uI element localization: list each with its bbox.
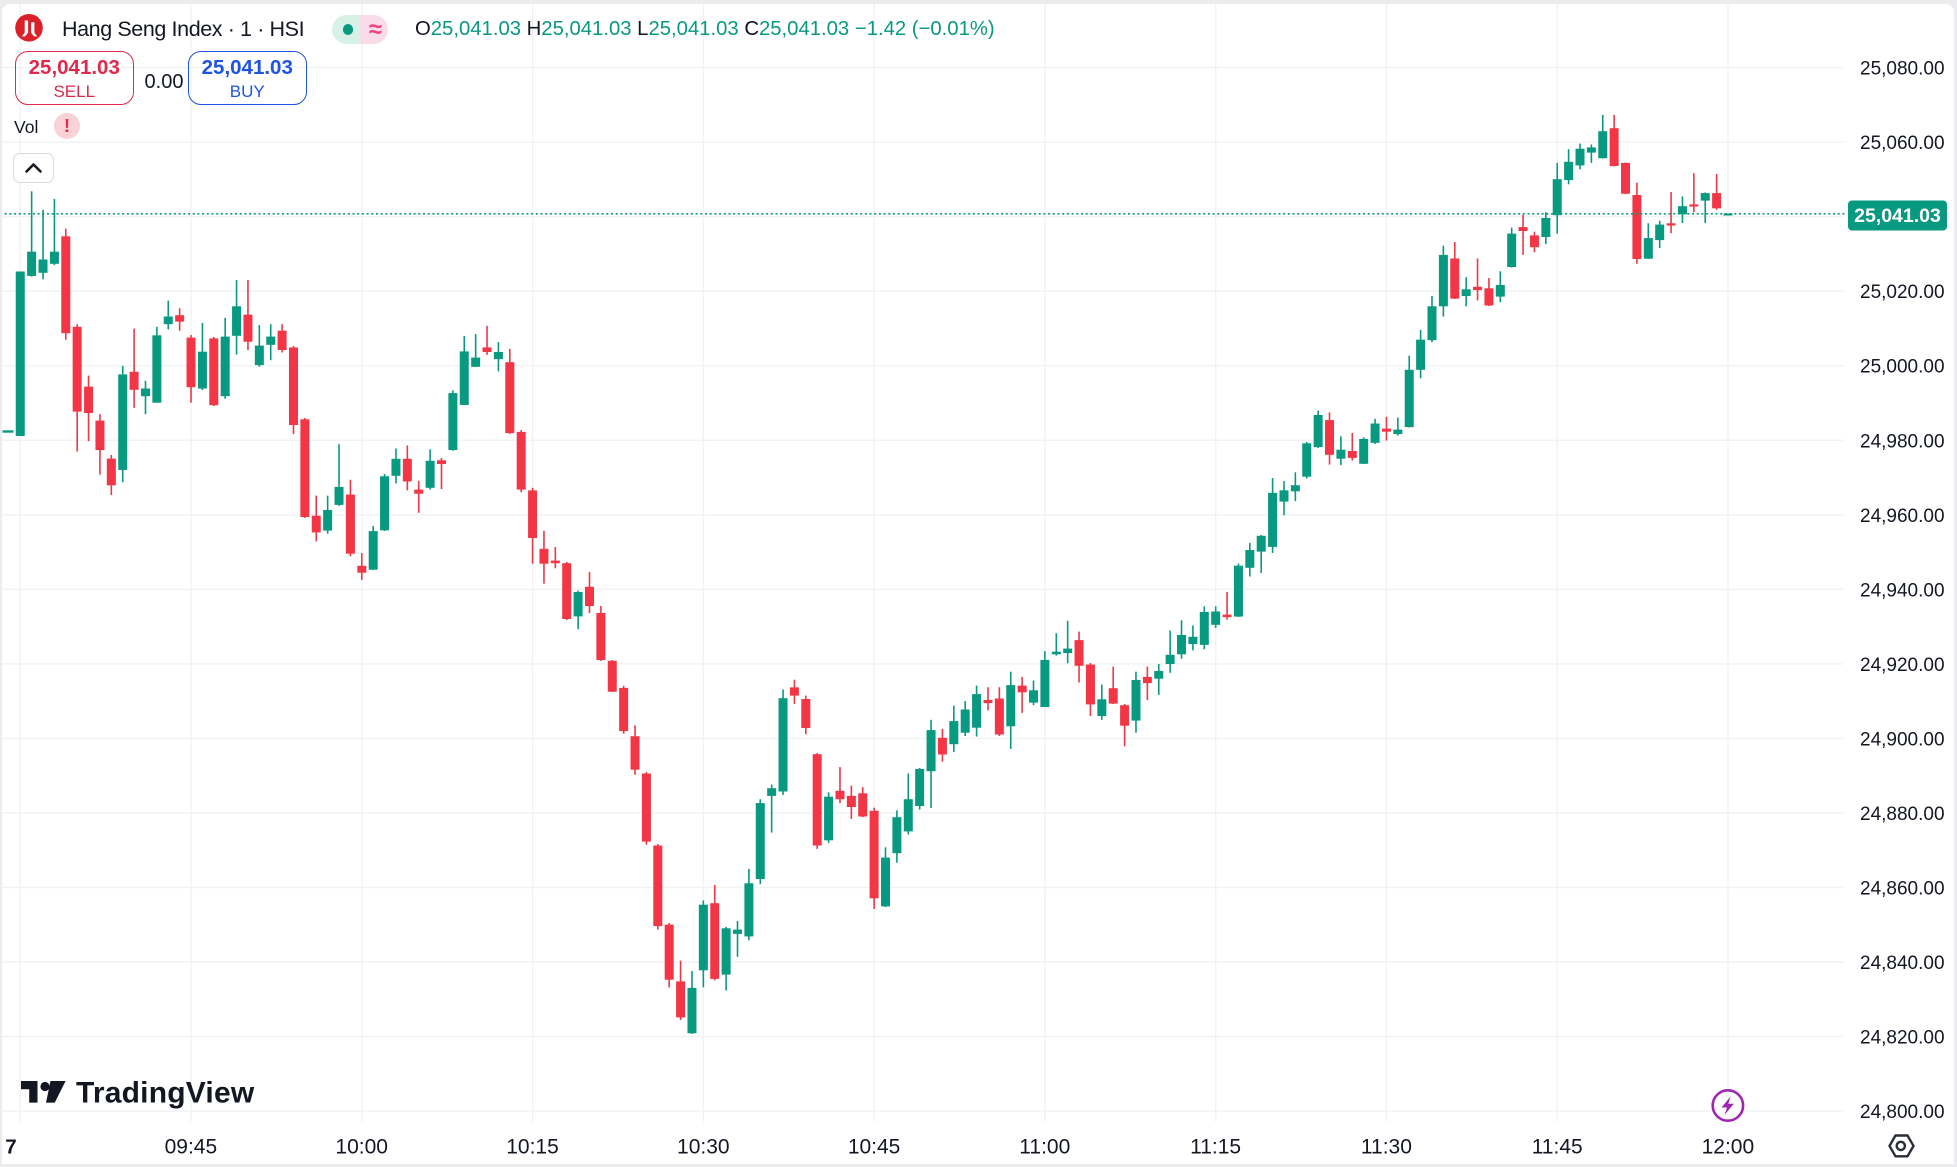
svg-text:12:00: 12:00 <box>1702 1136 1755 1159</box>
svg-text:24,800.00: 24,800.00 <box>1860 1102 1945 1123</box>
svg-text:25,080.00: 25,080.00 <box>1860 59 1945 80</box>
svg-text:24,920.00: 24,920.00 <box>1860 655 1945 676</box>
svg-text:11:45: 11:45 <box>1532 1136 1583 1159</box>
svg-text:24,820.00: 24,820.00 <box>1860 1028 1945 1049</box>
svg-text:24,980.00: 24,980.00 <box>1860 431 1945 452</box>
svg-text:25,000.00: 25,000.00 <box>1860 357 1945 378</box>
svg-text:11:30: 11:30 <box>1361 1136 1412 1159</box>
svg-text:24,960.00: 24,960.00 <box>1860 506 1945 527</box>
svg-text:10:00: 10:00 <box>335 1136 388 1159</box>
svg-text:TradingView: TradingView <box>76 1077 255 1110</box>
svg-text:24,880.00: 24,880.00 <box>1860 804 1945 825</box>
svg-text:25,041.03: 25,041.03 <box>1854 205 1941 227</box>
svg-text:25,060.00: 25,060.00 <box>1860 133 1945 154</box>
svg-text:24,860.00: 24,860.00 <box>1860 879 1945 900</box>
svg-text:24,940.00: 24,940.00 <box>1860 580 1945 601</box>
svg-text:24,900.00: 24,900.00 <box>1860 729 1945 750</box>
svg-text:09:45: 09:45 <box>165 1136 218 1159</box>
svg-text:11:00: 11:00 <box>1019 1136 1070 1159</box>
svg-text:11:15: 11:15 <box>1190 1136 1241 1159</box>
svg-text:10:45: 10:45 <box>848 1136 901 1159</box>
svg-text:25,020.00: 25,020.00 <box>1860 282 1945 303</box>
svg-text:10:30: 10:30 <box>677 1136 730 1159</box>
svg-text:10:15: 10:15 <box>506 1136 559 1159</box>
svg-text:24,840.00: 24,840.00 <box>1860 953 1945 974</box>
svg-text:7: 7 <box>5 1136 16 1159</box>
